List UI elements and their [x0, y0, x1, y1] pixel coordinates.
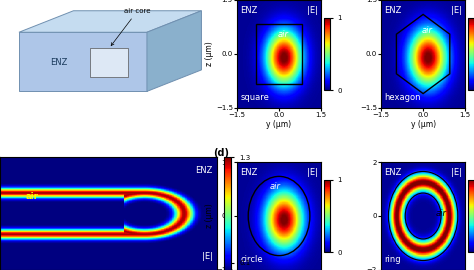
Text: |E|: |E| — [307, 6, 318, 15]
Text: ENZ: ENZ — [195, 166, 212, 175]
Text: |E|: |E| — [201, 252, 212, 261]
Polygon shape — [147, 11, 201, 91]
Text: ENZ: ENZ — [240, 6, 258, 15]
Text: square: square — [240, 93, 269, 102]
Text: ENZ: ENZ — [240, 168, 258, 177]
Text: air: air — [422, 26, 433, 35]
Text: |E|: |E| — [451, 6, 462, 15]
X-axis label: y (μm): y (μm) — [266, 120, 292, 129]
Text: hexagon: hexagon — [384, 93, 421, 102]
Text: circle: circle — [240, 255, 263, 264]
Text: ENZ: ENZ — [384, 6, 402, 15]
Text: ENZ: ENZ — [384, 168, 402, 177]
Bar — [256, 25, 302, 83]
X-axis label: y (μm): y (μm) — [410, 120, 436, 129]
Text: ring: ring — [384, 255, 401, 264]
Text: air: air — [26, 192, 39, 201]
Text: |E|: |E| — [451, 168, 462, 177]
Text: |E|: |E| — [307, 168, 318, 177]
Polygon shape — [90, 48, 128, 77]
Text: air core: air core — [111, 8, 151, 46]
Y-axis label: z (μm): z (μm) — [205, 42, 214, 66]
Text: ENZ: ENZ — [51, 58, 68, 67]
Text: air: air — [269, 182, 280, 191]
Polygon shape — [19, 11, 201, 32]
Text: (d): (d) — [213, 147, 229, 157]
Text: air: air — [436, 209, 447, 218]
Polygon shape — [19, 32, 147, 91]
Y-axis label: z (μm): z (μm) — [205, 204, 214, 228]
Text: air: air — [278, 30, 289, 39]
